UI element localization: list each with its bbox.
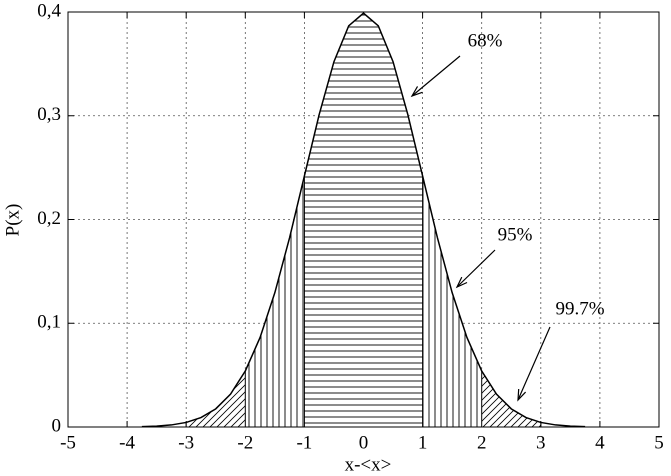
x-tick-label: 1 bbox=[418, 432, 428, 453]
y-tick-label: 0,4 bbox=[37, 0, 61, 21]
x-axis-label: x-<x> bbox=[345, 454, 392, 475]
y-tick-label: 0,1 bbox=[37, 312, 61, 333]
x-tick-label: 4 bbox=[595, 432, 605, 453]
x-tick-label: -5 bbox=[60, 432, 76, 453]
annotation-arrow bbox=[456, 249, 496, 288]
y-axis-label: P(x) bbox=[2, 204, 23, 237]
annotation: 99.7% bbox=[555, 298, 604, 319]
y-tick-label: 0 bbox=[52, 415, 62, 436]
x-tick-label: 0 bbox=[359, 432, 369, 453]
x-tick-label: -2 bbox=[237, 432, 253, 453]
x-tick-label: -1 bbox=[296, 432, 312, 453]
annotation-arrow bbox=[517, 326, 551, 401]
arrow-head bbox=[517, 388, 527, 402]
annotation: 95% bbox=[498, 224, 533, 245]
annotation: 68% bbox=[468, 30, 503, 51]
x-tick-label: -4 bbox=[119, 432, 135, 453]
plot-frame bbox=[67, 11, 660, 428]
shaded-region bbox=[303, 13, 424, 427]
arrow-head bbox=[410, 86, 423, 98]
y-tick-label: 0,3 bbox=[37, 104, 61, 125]
arrow-head bbox=[455, 276, 468, 289]
curve bbox=[141, 12, 586, 428]
x-tick-label: -3 bbox=[178, 432, 194, 453]
x-tick-label: 2 bbox=[477, 432, 487, 453]
x-tick-label: 5 bbox=[654, 432, 664, 453]
x-tick-label: 3 bbox=[536, 432, 546, 453]
y-tick-label: 0,2 bbox=[37, 208, 61, 229]
annotation-arrow bbox=[411, 55, 461, 97]
